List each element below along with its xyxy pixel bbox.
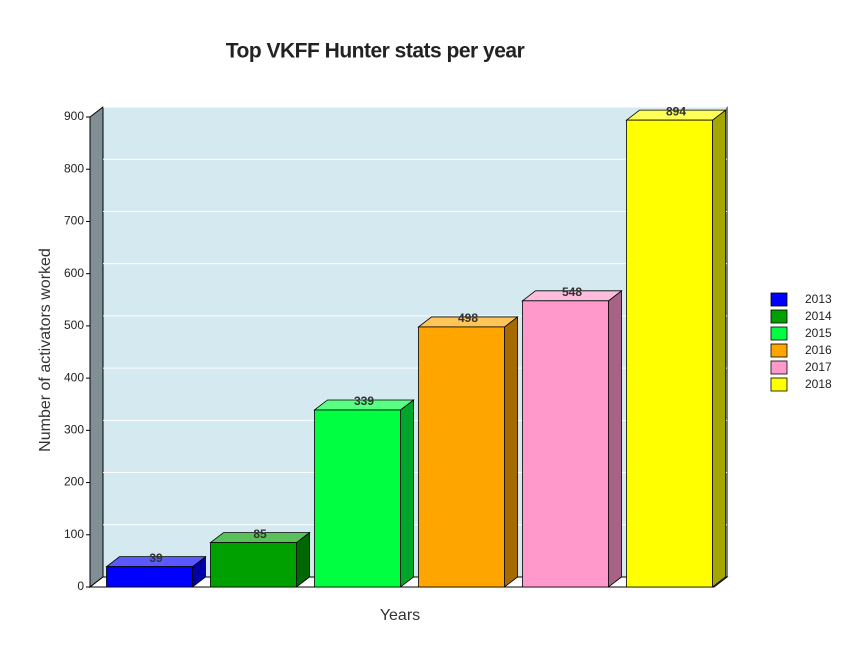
y-tick-label: 400 <box>64 370 84 384</box>
legend-label: 2016 <box>805 343 832 357</box>
legend-label: 2018 <box>805 377 832 391</box>
bar <box>106 566 193 588</box>
bar <box>210 542 297 588</box>
y-tick-label: 900 <box>64 109 84 123</box>
legend-swatch <box>770 309 788 324</box>
value-label: 548 <box>562 285 582 299</box>
value-label: 39 <box>149 551 163 565</box>
legend-swatch <box>770 377 788 392</box>
bar-side <box>504 316 518 588</box>
legend-swatch <box>770 343 788 358</box>
bar-side <box>608 290 622 588</box>
y-tick-label: 800 <box>64 161 84 175</box>
value-label: 498 <box>458 311 478 325</box>
bar-side <box>712 109 726 588</box>
value-label: 85 <box>253 527 267 541</box>
legend-swatch <box>770 360 788 375</box>
y-tick-label: 300 <box>64 423 84 437</box>
y-tick-label: 500 <box>64 318 84 332</box>
y-tick-label: 100 <box>64 527 84 541</box>
y-axis-label: Number of activators worked <box>37 248 54 452</box>
y-tick-label: 600 <box>64 266 84 280</box>
legend-label: 2013 <box>805 292 832 306</box>
bar <box>418 326 505 588</box>
bar <box>314 409 401 588</box>
legend-label: 2014 <box>805 309 832 323</box>
y-tick-label: 0 <box>77 579 84 593</box>
legend-swatch <box>770 326 788 341</box>
value-label: 894 <box>666 104 686 118</box>
x-axis-label: Years <box>380 607 420 624</box>
value-label: 339 <box>354 394 374 408</box>
bar <box>522 300 609 588</box>
y-tick-label: 200 <box>64 475 84 489</box>
y-tick-label: 700 <box>64 214 84 228</box>
side-wall <box>89 105 104 589</box>
chart-title: Top VKFF Hunter stats per year <box>226 40 525 63</box>
legend-label: 2015 <box>805 326 832 340</box>
legend-label: 2017 <box>805 360 832 374</box>
bar-side <box>400 399 414 588</box>
legend-swatch <box>770 292 788 307</box>
bar <box>626 119 713 588</box>
